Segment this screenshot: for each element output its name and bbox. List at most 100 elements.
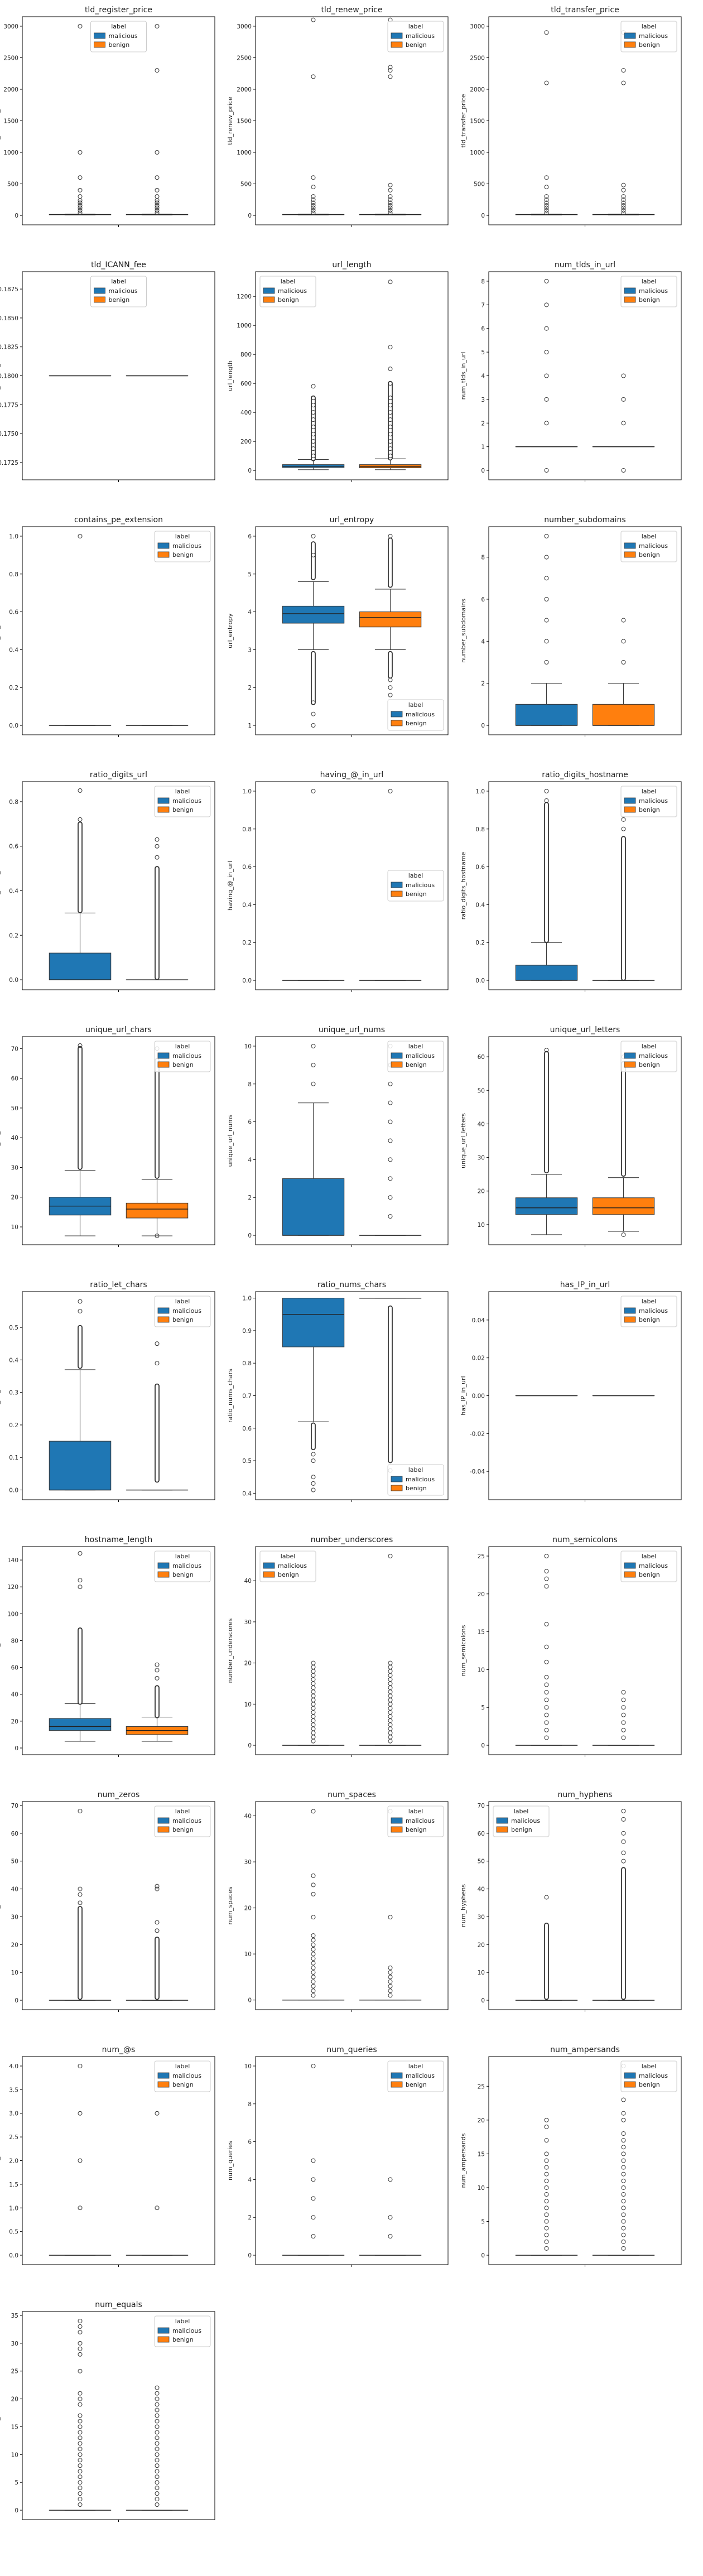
legend-swatch-benign [157,1061,170,1068]
y-tick-label: 0.2 [9,932,18,939]
legend-swatch-malicious [157,1817,170,1824]
legend-label-benign: benign [109,41,130,49]
outlier-point [78,175,83,180]
legend-swatch-benign [391,1826,403,1833]
legend-title: label [642,2063,657,2070]
outlier-point [311,2177,316,2182]
outlier-point [388,1988,393,1994]
outlier-point [311,1730,316,1735]
y-tick-label: 0.0 [9,977,18,984]
legend-label-benign: benign [172,2336,194,2343]
legend-title: label [175,788,190,795]
legend-label-benign: benign [511,1826,532,1833]
outlier-point [621,397,626,402]
y-axis-label: num_equals [0,2397,1,2434]
y-tick-label: 0.2 [242,940,252,946]
y-tick-label: 10 [244,1043,252,1050]
outlier-point [388,2234,393,2239]
outlier-point [78,2441,83,2446]
y-tick-label: 30 [11,2341,18,2347]
y-tick-label: 0.4 [242,1490,252,1497]
outlier-point [155,2424,160,2429]
legend-swatch-malicious [391,2072,403,2079]
outlier-point [621,1720,626,1725]
outlier-point [388,432,393,437]
outlier-point [78,788,83,793]
legend-swatch-benign [624,41,636,48]
y-tick-label: 0 [481,2252,485,2259]
legend-swatch-benign [391,41,403,48]
y-tick-label: 0 [481,723,485,729]
box-benign [359,1553,422,1746]
dense-outliers [388,1305,393,1463]
box-iqr [49,1441,112,1491]
outlier-point [388,533,393,538]
outlier-point [388,1664,393,1669]
dense-outliers [544,802,549,943]
y-tick-label: 0.0 [475,978,485,984]
axes-frame [488,1801,682,2010]
dense-outliers [78,1325,83,1369]
legend-swatch-benign [157,1316,170,1323]
legend-swatch-malicious [391,32,403,39]
outlier-point [155,1361,160,1366]
y-tick-label: 2500 [237,55,252,61]
subplot-title: num_hyphens [557,1790,612,1799]
y-tick-label: 0 [481,213,485,219]
y-tick-label: 7 [481,302,485,309]
legend-title: label [175,1043,190,1050]
y-tick-label: 8 [481,555,485,561]
legend-swatch-malicious [391,1052,403,1059]
legend-label-benign: benign [406,720,427,727]
y-tick-label: 30 [478,1155,485,1162]
legend-title: label [642,533,657,540]
outlier-point [78,2497,83,2502]
y-tick-label: 1.5 [9,2182,18,2188]
outlier-point [621,2158,626,2163]
y-tick-label: 8 [248,1081,252,1088]
box-benign [359,1043,422,1236]
y-axis-label: having_@_in_url [227,861,234,911]
outlier-point [311,788,316,793]
y-tick-label: 0.1725 [0,460,18,466]
y-tick-label: 500 [474,181,485,188]
y-axis-label: tld_transfer_price [460,94,467,147]
y-tick-label: 0 [248,1232,252,1239]
outlier-point [621,660,626,665]
outlier-point [621,2219,626,2224]
outlier-point [155,2206,160,2211]
legend-swatch-malicious [157,1307,170,1314]
outlier-point [311,1947,316,1952]
outlier-point [311,1487,316,1492]
outlier-point [621,1850,626,1855]
outlier-point [311,1938,316,1943]
axes-frame [22,2056,215,2265]
box-malicious [49,788,112,980]
outlier-point [388,194,393,199]
outlier-point [155,2486,160,2491]
box-iqr [515,704,578,726]
dense-outliers [155,1936,160,2000]
legend-swatch-malicious [624,2072,636,2079]
legend-label-malicious: malicious [172,2327,201,2334]
outlier-point [311,1452,316,1457]
box-iqr [592,704,655,726]
axes-frame [22,1546,215,1755]
legend-swatch-malicious [157,1052,170,1059]
outlier-point [78,205,83,210]
outlier-point [311,185,316,190]
outlier-point [155,198,160,203]
box-malicious [515,533,578,726]
y-tick-label: 20 [244,1905,252,1912]
outlier-point [388,1718,393,1723]
outlier-point [621,182,626,187]
y-tick-label: 100 [7,1611,18,1617]
box-benign [592,817,655,981]
y-tick-label: 0.8 [242,1360,252,1367]
outlier-point [388,345,393,350]
